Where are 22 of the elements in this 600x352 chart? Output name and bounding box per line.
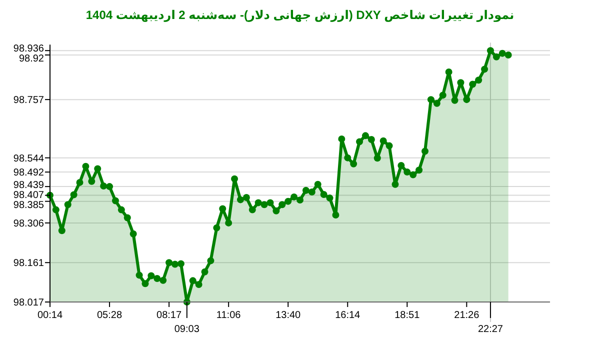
y-tick-label: 98.017 [13, 298, 44, 308]
x-tick-label: 09:03 [174, 324, 200, 335]
x-tick-label: 18:51 [394, 310, 420, 321]
x-tick-label: 13:40 [276, 310, 302, 321]
y-tick-label: 98.161 [13, 258, 44, 270]
y-tick-label: 98.757 [13, 95, 44, 106]
x-tick-label: 21:26 [454, 310, 480, 321]
x-tick-label: 22:27 [478, 324, 504, 335]
y-tick-label: 98.492 [13, 168, 44, 179]
chart-title: نمودار تغییرات شاخص DXY (ارزش جهانی دلار)- سه‌شنبه 2 اردیبهشت 1404 [86, 8, 514, 22]
y-tick-label: 98.936 [13, 43, 44, 54]
y-tick-label: 98.92 [18, 53, 44, 64]
x-tick-label: 00:14 [37, 310, 63, 321]
x-tick-label: 11:06 [216, 310, 242, 321]
x-tick-label: 16:14 [335, 310, 361, 321]
y-tick-label: 98.306 [13, 218, 44, 230]
y-tick-label: 98.439 [13, 180, 44, 191]
y-tick-label: 98.385 [13, 200, 44, 211]
x-tick-label: 05:28 [97, 310, 122, 321]
x-tick-label: 08:17 [156, 310, 182, 321]
y-tick-label: 98.544 [13, 153, 44, 164]
y-tick-label: 98.407 [13, 190, 44, 201]
